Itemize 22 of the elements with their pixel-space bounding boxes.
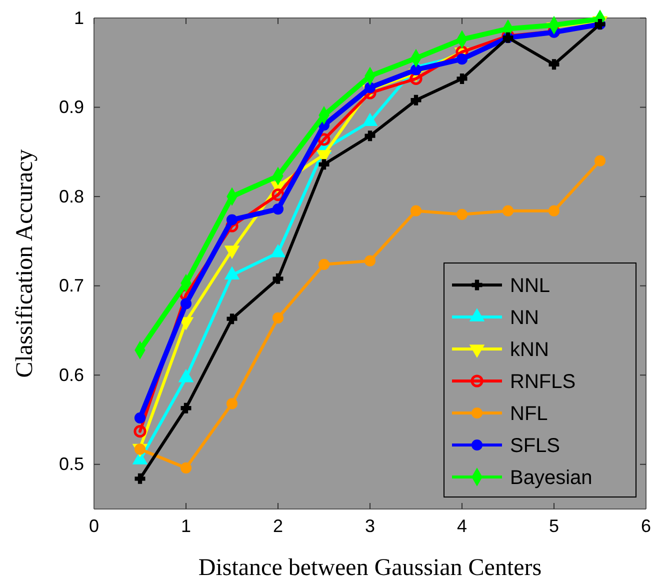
x-tick-label: 6	[640, 516, 652, 536]
x-tick-label: 5	[548, 516, 560, 536]
y-tick-label: 0.9	[58, 97, 84, 118]
x-tick-label: 4	[456, 516, 468, 536]
legend-label: RNFLS	[510, 371, 576, 393]
y-tick-label: 1	[74, 8, 84, 28]
legend-label: NN	[510, 307, 539, 329]
legend-label: kNN	[510, 339, 549, 361]
y-axis-title: Classification Accuracy	[12, 149, 38, 378]
x-tick-label: 3	[364, 516, 376, 536]
x-tick-label: 2	[272, 516, 284, 536]
y-tick-label: 0.8	[58, 186, 84, 206]
legend-label: NNL	[510, 275, 550, 297]
x-tick-label: 0	[88, 516, 100, 536]
legend-label: NFL	[510, 403, 548, 425]
x-axis-title: Distance between Gaussian Centers	[198, 555, 542, 581]
legend-label: Bayesian	[510, 467, 592, 489]
y-tick-label: 0.6	[58, 364, 84, 385]
x-tick-label: 1	[180, 516, 192, 536]
y-tick-label: 0.5	[58, 454, 84, 474]
legend-label: SFLS	[510, 435, 560, 457]
y-tick-label: 0.7	[58, 276, 84, 296]
